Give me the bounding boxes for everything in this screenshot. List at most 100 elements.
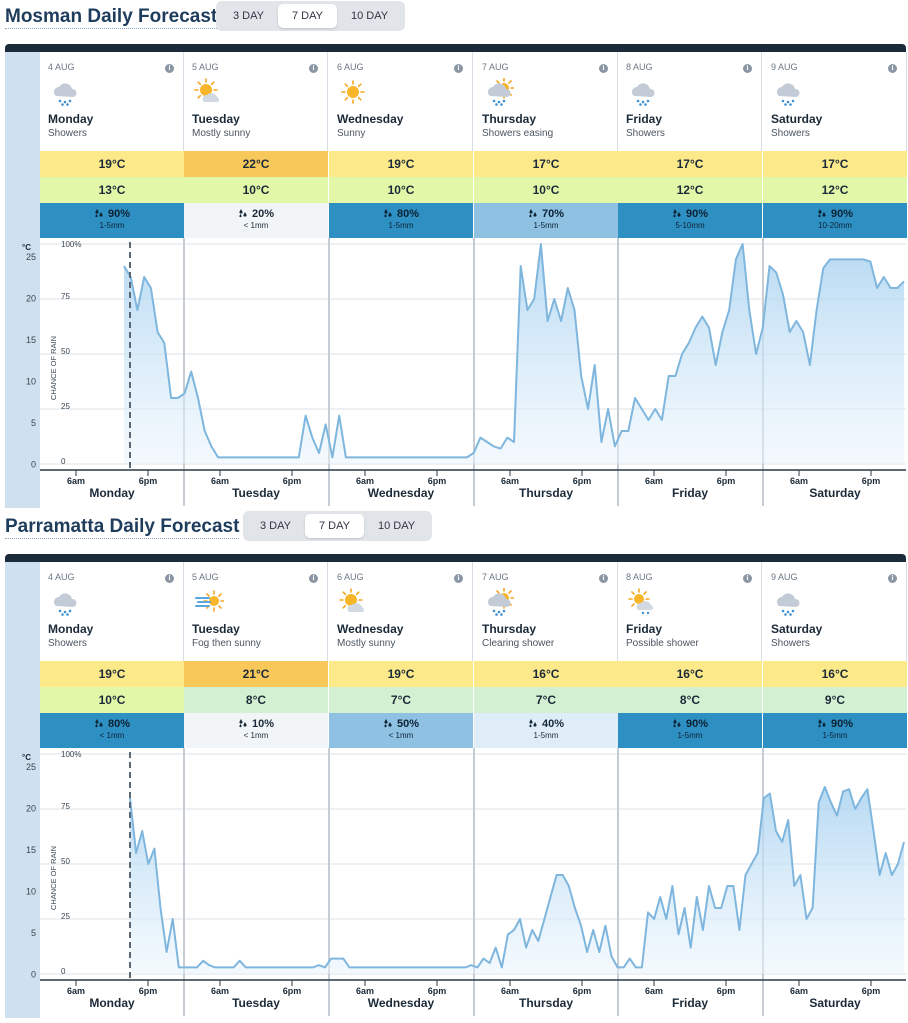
max-temp: 19°C (329, 661, 473, 687)
info-icon[interactable]: i (888, 574, 897, 583)
day-column[interactable]: 4 AUG i Monday Showers 19°C 10°C 80% < 1mm (40, 562, 184, 748)
rain-percent: 90% (685, 208, 709, 220)
tab-3-day[interactable]: 3 DAY (260, 520, 291, 532)
info-icon[interactable]: i (165, 64, 174, 73)
max-temp: 21°C (184, 661, 328, 687)
info-icon[interactable]: i (454, 64, 463, 73)
x-tick-label: 6pm (717, 986, 736, 996)
rain-chart: 25 20 15 10 5 0 °C 100% 75 50 25 0 CHANCE OF RAIN 6am… (0, 238, 908, 508)
rain-percent: 80% (396, 208, 420, 220)
tab-10-day[interactable]: 10 DAY (350, 10, 389, 22)
rain-percent-row: 80% (329, 208, 473, 220)
info-icon[interactable]: i (743, 574, 752, 583)
x-tick-label: 6am (356, 476, 374, 486)
day-name: Monday (48, 622, 94, 636)
max-temp: 19°C (40, 151, 184, 177)
temp-tick-label: 25 (26, 762, 36, 772)
day-name: Tuesday (192, 622, 240, 636)
day-column[interactable]: 5 AUG i Tuesday Mostly sunny 22°C 10°C 20% < 1m… (184, 52, 328, 238)
x-day-label: Monday (89, 486, 135, 500)
rain-percent: 50% (396, 718, 420, 730)
section-header: Mosman Daily Forecast 3 DAY 7 DAY 10 DAY (0, 0, 908, 34)
day-description: Clearing shower (482, 638, 555, 649)
location-title[interactable]: Mosman Daily Forecast (5, 6, 218, 29)
day-column[interactable]: 9 AUG i Saturday Showers 16°C 9°C 90% 1-5mm (763, 562, 907, 748)
info-icon[interactable]: i (454, 574, 463, 583)
max-temp: 17°C (474, 151, 618, 177)
day-column[interactable]: 6 AUG i Wednesday Mostly sunny 19°C 7°C 50% < 1… (329, 562, 473, 748)
rain-percent-row: 90% (618, 718, 762, 730)
tab-10-day[interactable]: 10 DAY (377, 520, 416, 532)
day-column[interactable]: 8 AUG i Friday Showers 17°C 12°C 90% 5-10mm (618, 52, 762, 238)
info-icon[interactable]: i (599, 64, 608, 73)
rain-percent-row: 90% (763, 208, 907, 220)
rain-percent: 80% (107, 718, 131, 730)
day-column[interactable]: 8 AUG i Friday Possible shower 16°C 8°C 90% 1-5… (618, 562, 762, 748)
rain-amount: 1-5mm (99, 221, 125, 230)
info-icon[interactable]: i (743, 64, 752, 73)
day-date: 8 AUG (626, 62, 653, 72)
x-tick-label: 6pm (428, 986, 447, 996)
x-day-label: Wednesday (368, 486, 435, 500)
raindrops-icon (238, 208, 248, 218)
day-column[interactable]: 9 AUG i Saturday Showers 17°C 12°C 90% 10-20mm (763, 52, 907, 238)
min-temp: 10°C (184, 177, 328, 203)
info-icon[interactable]: i (888, 64, 897, 73)
raindrops-icon (383, 208, 393, 218)
day-date: 4 AUG (48, 572, 75, 582)
rain-percent-row: 90% (763, 718, 907, 730)
rain-percent: 90% (685, 718, 709, 730)
location-title[interactable]: Parramatta Daily Forecast (5, 516, 240, 539)
min-temp: 10°C (40, 687, 184, 713)
day-column[interactable]: 4 AUG i Monday Showers 19°C 13°C 90% 1-5mm (40, 52, 184, 238)
rain-percent-row: 10% (184, 718, 328, 730)
day-description: Sunny (337, 128, 366, 139)
day-name: Saturday (771, 112, 823, 126)
raindrops-icon (238, 718, 248, 728)
x-tick-label: 6am (790, 476, 808, 486)
info-icon[interactable]: i (309, 64, 318, 73)
rain-tick-label: 0 (61, 967, 66, 976)
rain-tick-label: 50 (61, 347, 70, 356)
day-description: Mostly sunny (192, 128, 251, 139)
tab-7-day[interactable]: 7 DAY (304, 514, 364, 538)
rain-tick-label: 75 (61, 802, 70, 811)
temp-tick-label: 15 (26, 335, 36, 345)
x-day-label: Tuesday (232, 486, 280, 500)
min-temp: 9°C (763, 687, 907, 713)
rain-percent-row: 90% (618, 208, 762, 220)
rain-percent: 90% (107, 208, 131, 220)
day-column[interactable]: 7 AUG i Thursday Showers easing 17°C 10°C 70% 1… (474, 52, 618, 238)
rain-chance: 20% < 1mm (184, 203, 328, 238)
day-description: Showers (771, 638, 810, 649)
day-date: 7 AUG (482, 62, 509, 72)
temp-unit-label: °C (22, 243, 31, 252)
info-icon[interactable]: i (599, 574, 608, 583)
tab-3-day[interactable]: 3 DAY (233, 10, 264, 22)
raindrops-icon (817, 718, 827, 728)
period-toggle: 3 DAY 7 DAY 10 DAY (243, 511, 433, 541)
day-column[interactable]: 5 AUG i Tuesday Fog then sunny 21°C 8°C 10% < 1… (184, 562, 328, 748)
day-name: Monday (48, 112, 94, 126)
x-tick-label: 6pm (139, 986, 158, 996)
day-column[interactable]: 7 AUG i Thursday Clearing shower 16°C 7°C 40% 1… (474, 562, 618, 748)
clearing-shower-icon (482, 587, 515, 616)
min-temp: 8°C (184, 687, 328, 713)
x-day-label: Tuesday (232, 996, 280, 1010)
fog-then-sunny-icon (192, 588, 225, 616)
day-column[interactable]: 6 AUG i Wednesday Sunny 19°C 10°C 80% 1-5mm (329, 52, 473, 238)
tab-7-day[interactable]: 7 DAY (277, 4, 337, 28)
x-tick-label: 6pm (283, 986, 302, 996)
day-name: Tuesday (192, 112, 240, 126)
max-temp: 17°C (763, 151, 907, 177)
min-temp: 7°C (329, 687, 473, 713)
info-icon[interactable]: i (165, 574, 174, 583)
rain-chance: 90% 1-5mm (40, 203, 184, 238)
rain-percent-row: 70% (474, 208, 618, 220)
day-description: Mostly sunny (337, 638, 396, 649)
day-date: 9 AUG (771, 62, 798, 72)
x-tick-label: 6am (356, 986, 374, 996)
info-icon[interactable]: i (309, 574, 318, 583)
x-tick-label: 6pm (283, 476, 302, 486)
x-day-label: Thursday (519, 996, 573, 1010)
